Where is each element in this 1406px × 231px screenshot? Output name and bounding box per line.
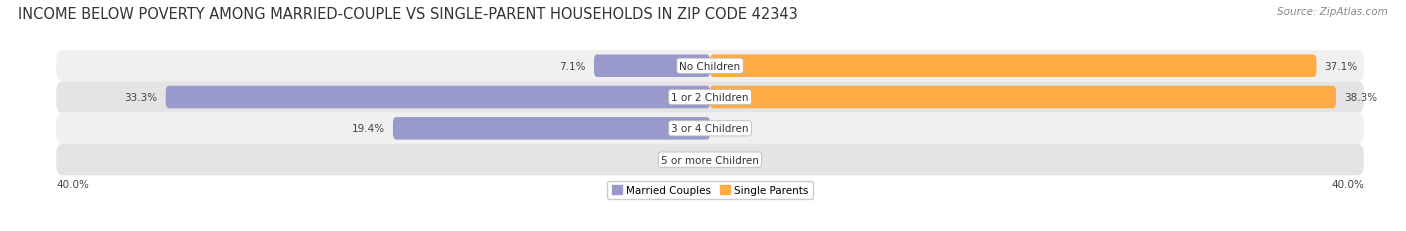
Text: 0.0%: 0.0% (676, 155, 702, 165)
FancyBboxPatch shape (56, 51, 1364, 82)
Text: 40.0%: 40.0% (1331, 179, 1364, 189)
Text: 3 or 4 Children: 3 or 4 Children (671, 124, 749, 134)
Text: 19.4%: 19.4% (352, 124, 385, 134)
Text: 1 or 2 Children: 1 or 2 Children (671, 93, 749, 103)
Text: 33.3%: 33.3% (125, 93, 157, 103)
Text: 37.1%: 37.1% (1324, 61, 1358, 71)
Text: Source: ZipAtlas.com: Source: ZipAtlas.com (1277, 7, 1388, 17)
Text: 0.0%: 0.0% (718, 124, 744, 134)
FancyBboxPatch shape (392, 118, 710, 140)
FancyBboxPatch shape (710, 55, 1316, 78)
Text: 38.3%: 38.3% (1344, 93, 1378, 103)
FancyBboxPatch shape (56, 144, 1364, 176)
Text: 0.0%: 0.0% (718, 155, 744, 165)
Legend: Married Couples, Single Parents: Married Couples, Single Parents (607, 181, 813, 199)
FancyBboxPatch shape (56, 113, 1364, 144)
FancyBboxPatch shape (56, 82, 1364, 113)
Text: No Children: No Children (679, 61, 741, 71)
Text: 7.1%: 7.1% (560, 61, 586, 71)
Text: INCOME BELOW POVERTY AMONG MARRIED-COUPLE VS SINGLE-PARENT HOUSEHOLDS IN ZIP COD: INCOME BELOW POVERTY AMONG MARRIED-COUPL… (18, 7, 799, 22)
Text: 40.0%: 40.0% (56, 179, 89, 189)
FancyBboxPatch shape (593, 55, 710, 78)
FancyBboxPatch shape (710, 86, 1336, 109)
Text: 5 or more Children: 5 or more Children (661, 155, 759, 165)
FancyBboxPatch shape (166, 86, 710, 109)
